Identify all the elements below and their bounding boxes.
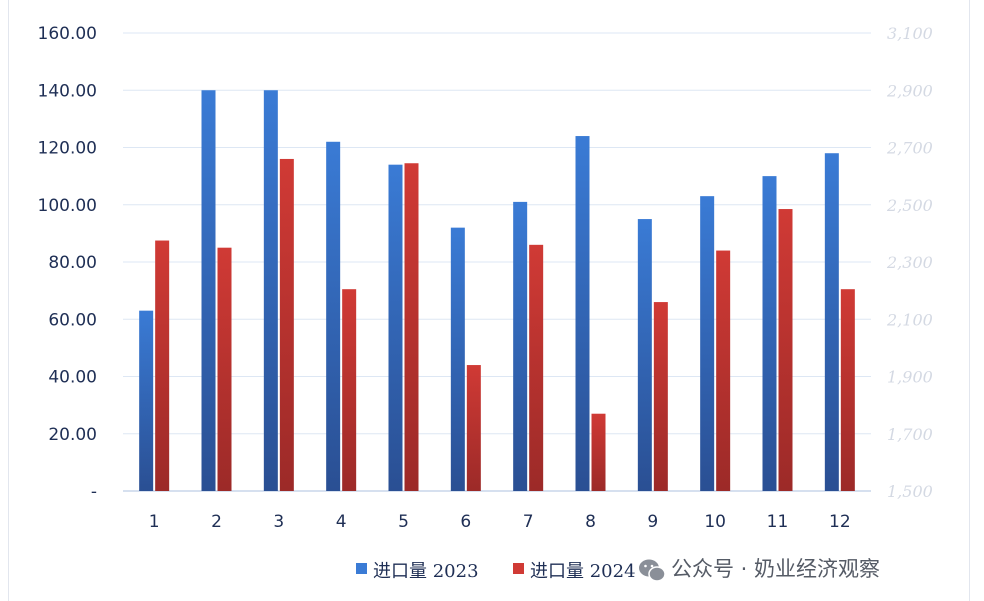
bar-2024-month-1 xyxy=(155,240,170,491)
y-tick-label: 60.00 xyxy=(48,310,97,330)
x-tick-label: 2 xyxy=(211,512,222,532)
bar-2023-month-12 xyxy=(824,153,839,491)
bar-2023-month-7 xyxy=(513,201,528,491)
bar-2023-month-10 xyxy=(700,196,715,491)
y2-tick-label: 2,900 xyxy=(886,81,933,100)
watermark-text: 公众号 · 奶业经济观察 xyxy=(671,557,880,581)
bar-2024-month-7 xyxy=(529,244,544,491)
y2-tick-label: 1,700 xyxy=(887,425,933,444)
bar-chart: - 20.00 40.00 60.00 80.00 100.00 120.00 140.00 1… xyxy=(38,24,933,582)
bar-2024-month-10 xyxy=(716,250,731,491)
chart-frame: - 20.00 40.00 60.00 80.00 100.00 120.00 140.00 1… xyxy=(8,0,970,601)
legend-label: 进口量 2024 xyxy=(530,561,636,582)
y-tick-label: 120.00 xyxy=(38,139,97,159)
y2-tick-label: 1,500 xyxy=(887,482,933,501)
wechat-icon xyxy=(639,559,666,582)
x-tick-label: 9 xyxy=(647,512,658,532)
bar-2024-month-6 xyxy=(466,365,481,491)
bar-2024-month-9 xyxy=(653,302,668,491)
bar-2023-month-4 xyxy=(326,141,341,491)
bar-2023-month-2 xyxy=(201,90,216,491)
y-tick-label: 160.00 xyxy=(38,24,97,44)
y-axis-right: 1,500 1,700 1,900 2,100 2,300 2,500 2,700 2,900… xyxy=(886,24,933,501)
y2-tick-label: 1,900 xyxy=(887,368,933,387)
y2-tick-label: 2,500 xyxy=(886,196,933,215)
bar-2024-month-12 xyxy=(840,289,855,491)
bar-2023-month-6 xyxy=(450,227,465,491)
y-tick-label: - xyxy=(91,482,97,502)
x-tick-label: 3 xyxy=(273,512,284,532)
x-axis: 1 2 3 4 5 6 7 8 9 10 11 12 xyxy=(149,512,851,532)
x-tick-label: 5 xyxy=(398,512,409,532)
x-tick-label: 11 xyxy=(767,512,789,532)
legend-label: 进口量 2023 xyxy=(373,561,479,582)
bar-2024-month-4 xyxy=(342,289,357,491)
bar-2023-month-9 xyxy=(637,219,652,491)
x-tick-label: 7 xyxy=(523,512,534,532)
y-tick-label: 80.00 xyxy=(48,253,97,273)
legend: 进口量 2023 进口量 2024 xyxy=(356,561,636,582)
y2-tick-label: 2,700 xyxy=(886,139,933,158)
bar-2024-month-3 xyxy=(279,158,294,491)
y2-tick-label: 2,300 xyxy=(886,253,933,272)
x-tick-label: 4 xyxy=(336,512,347,532)
y-tick-label: 20.00 xyxy=(48,425,97,445)
y-axis-left: - 20.00 40.00 60.00 80.00 100.00 120.00 140.00 1… xyxy=(38,24,97,502)
legend-swatch xyxy=(513,563,524,574)
bar-2023-month-3 xyxy=(263,90,278,491)
y-tick-label: 40.00 xyxy=(48,368,97,388)
legend-swatch xyxy=(356,563,367,574)
bar-2024-month-11 xyxy=(778,209,793,491)
bar-2023-month-8 xyxy=(575,136,590,492)
gridlines xyxy=(123,32,871,492)
x-tick-label: 12 xyxy=(829,512,851,532)
bar-2023-month-5 xyxy=(388,164,403,492)
x-tick-label: 8 xyxy=(585,512,596,532)
x-tick-label: 1 xyxy=(149,512,160,532)
bar-2023-month-1 xyxy=(139,310,154,491)
watermark: 公众号 · 奶业经济观察 xyxy=(639,557,880,582)
y-tick-label: 100.00 xyxy=(38,196,97,216)
y2-tick-label: 2,100 xyxy=(886,310,933,329)
bar-2023-month-11 xyxy=(762,176,777,491)
bar-2024-month-2 xyxy=(217,247,232,491)
y-tick-label: 140.00 xyxy=(38,81,97,101)
x-tick-label: 10 xyxy=(704,512,726,532)
bar-2024-month-8 xyxy=(591,413,606,491)
x-tick-label: 6 xyxy=(460,512,471,532)
bar-2024-month-5 xyxy=(404,163,419,491)
bars xyxy=(139,90,855,492)
y2-tick-label: 3,100 xyxy=(887,24,933,43)
